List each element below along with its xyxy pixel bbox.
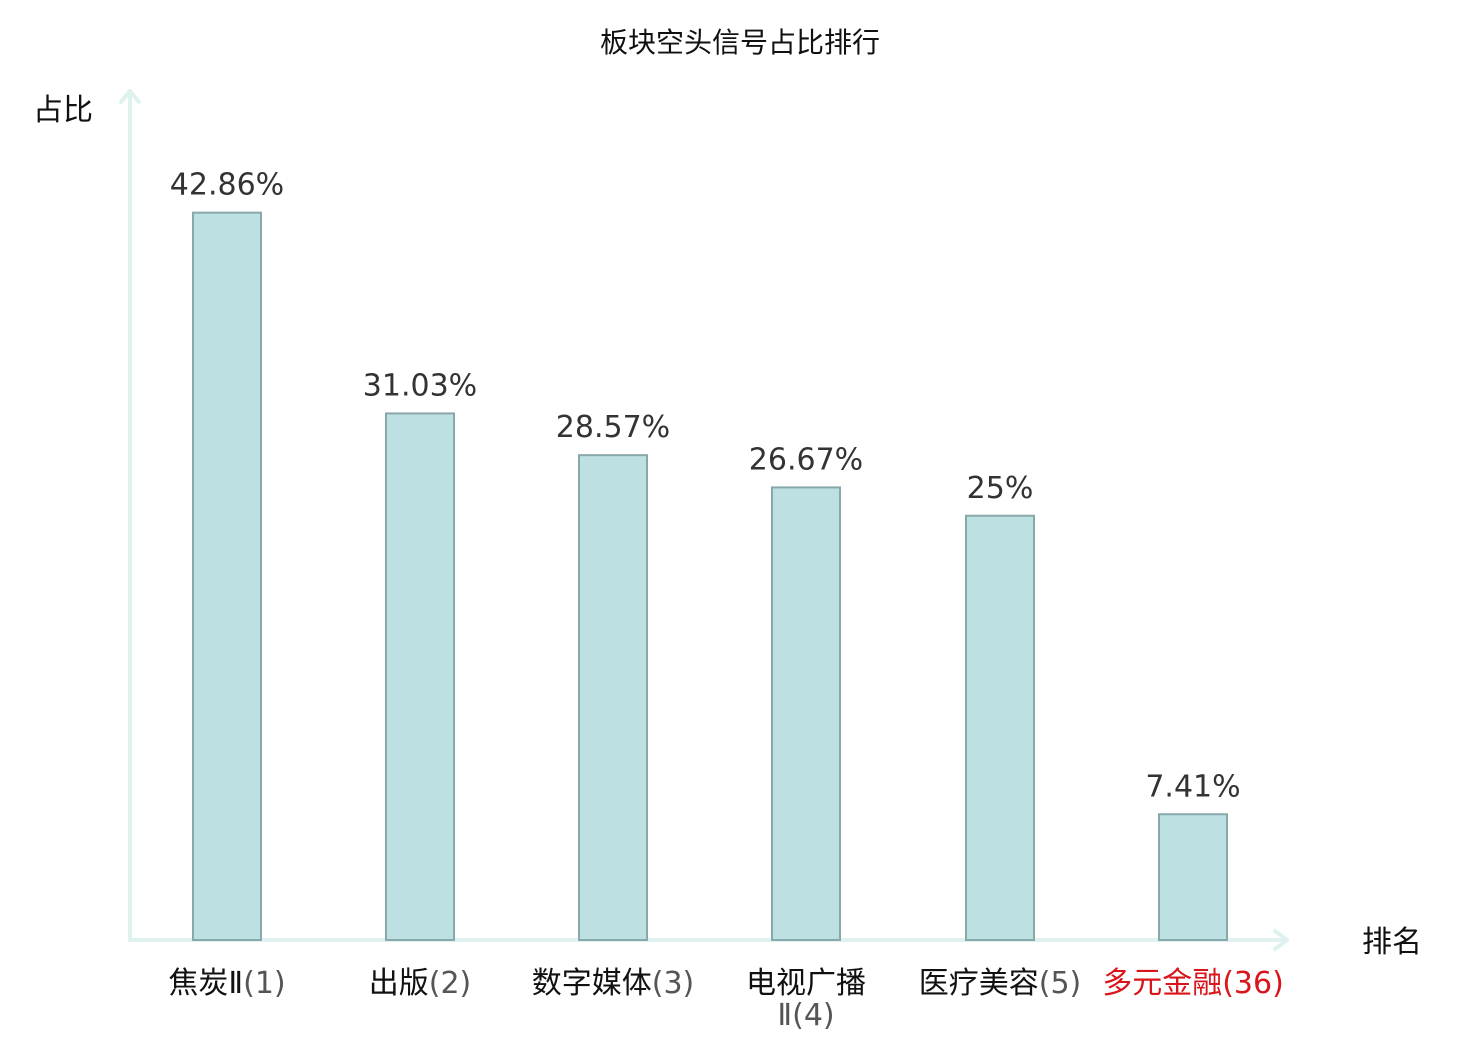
category-label-3: 数字媒体(3) xyxy=(532,966,695,1001)
bar-5 xyxy=(965,514,1035,941)
category-name-6: 多元金融 xyxy=(1102,966,1222,1001)
category-name-5: 医疗美容 xyxy=(919,966,1039,1001)
category-rank-6: (36) xyxy=(1222,966,1284,1001)
bars-group xyxy=(192,211,1228,942)
bar-2 xyxy=(385,412,455,941)
bar-3 xyxy=(578,454,648,941)
category-rank-1: (1) xyxy=(243,966,286,1001)
category-name-3: 数字媒体 xyxy=(532,966,652,1001)
x-axis-arrow-icon xyxy=(1273,929,1289,951)
value-label-4: 26.67% xyxy=(749,442,863,477)
value-label-6: 7.41% xyxy=(1145,769,1240,804)
category-label-6: 多元金融(36) xyxy=(1102,966,1284,1001)
category-rank-5: (5) xyxy=(1039,966,1082,1001)
category-name-4: 电视广播 xyxy=(746,966,866,1001)
category-label-line2-4: Ⅱ(4) xyxy=(777,998,834,1033)
chart-title: 板块空头信号占比排行 xyxy=(600,26,880,59)
category-label-2: 出版(2) xyxy=(369,966,472,1001)
category-name-suffix-4: Ⅱ xyxy=(777,998,792,1033)
value-labels-group: 42.86% 31.03% 28.57% 26.67% 25% 7.41% xyxy=(170,168,1241,805)
category-name-2: 出版 xyxy=(369,966,429,1001)
y-axis-arrow-icon xyxy=(119,89,141,104)
x-axis-label: 排名 xyxy=(1362,925,1422,960)
value-label-2: 31.03% xyxy=(363,368,477,403)
category-rank-2: (2) xyxy=(429,966,472,1001)
category-rank-4: (4) xyxy=(792,998,835,1033)
bar-4 xyxy=(771,486,841,941)
bar-6 xyxy=(1158,813,1228,942)
bar-1 xyxy=(192,211,262,942)
category-label-5: 医疗美容(5) xyxy=(919,966,1082,1001)
value-label-5: 25% xyxy=(967,471,1034,506)
category-name-1: 焦炭Ⅱ xyxy=(168,966,243,1001)
y-axis-label: 占比 xyxy=(33,93,93,128)
category-label-1: 焦炭Ⅱ(1) xyxy=(168,966,285,1001)
value-label-3: 28.57% xyxy=(556,410,670,445)
value-label-1: 42.86% xyxy=(170,168,284,203)
category-rank-3: (3) xyxy=(652,966,695,1001)
